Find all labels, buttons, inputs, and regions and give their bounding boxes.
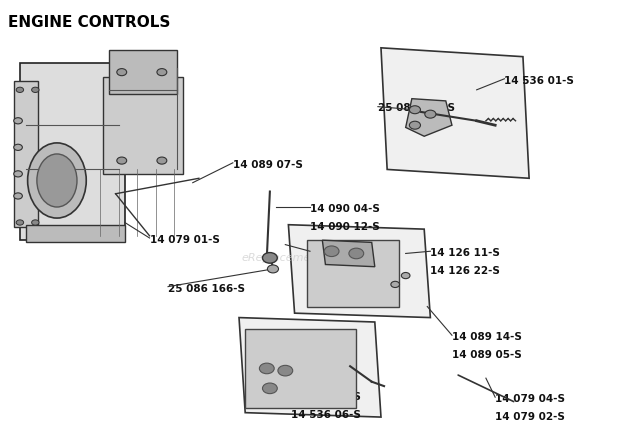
Circle shape [349, 248, 364, 259]
Text: 14 079 01-S: 14 079 01-S [149, 235, 219, 245]
Text: 14 079 04-S: 14 079 04-S [495, 394, 565, 405]
Text: 14 126 11-S: 14 126 11-S [430, 248, 500, 259]
Circle shape [117, 157, 126, 164]
Circle shape [324, 246, 339, 257]
Text: 14 536 06-S: 14 536 06-S [291, 410, 361, 420]
FancyBboxPatch shape [245, 329, 356, 408]
FancyBboxPatch shape [20, 63, 125, 240]
Circle shape [157, 157, 167, 164]
Circle shape [278, 365, 293, 376]
Text: 25 086 166-S: 25 086 166-S [168, 284, 245, 294]
Text: 14 126 22-S: 14 126 22-S [430, 266, 500, 276]
Bar [307, 240, 399, 307]
Text: 14 536 03-S: 14 536 03-S [291, 392, 361, 402]
Polygon shape [405, 99, 452, 136]
Circle shape [14, 171, 22, 177]
Circle shape [117, 69, 126, 76]
Circle shape [401, 272, 410, 279]
FancyBboxPatch shape [109, 50, 177, 94]
Text: 14 536 01-S: 14 536 01-S [505, 76, 574, 86]
Bar [26, 225, 125, 243]
Text: M-641060-S: M-641060-S [310, 248, 380, 259]
Text: 14 089 07-S: 14 089 07-S [233, 160, 303, 170]
Text: 14 090 04-S: 14 090 04-S [310, 204, 380, 214]
Circle shape [32, 220, 39, 225]
Circle shape [32, 87, 39, 93]
Polygon shape [288, 225, 430, 318]
Circle shape [16, 87, 24, 93]
Polygon shape [239, 318, 381, 417]
Circle shape [14, 117, 22, 124]
Circle shape [267, 265, 278, 273]
Bar [14, 81, 38, 227]
Text: 14 089 14-S: 14 089 14-S [452, 332, 522, 343]
Circle shape [391, 281, 399, 287]
Ellipse shape [28, 143, 86, 218]
Circle shape [16, 220, 24, 225]
Text: 14 089 05-S: 14 089 05-S [452, 350, 521, 360]
Ellipse shape [37, 154, 77, 207]
Circle shape [425, 110, 436, 118]
Circle shape [262, 383, 277, 394]
Circle shape [409, 106, 420, 114]
FancyBboxPatch shape [104, 77, 184, 174]
Text: ENGINE CONTROLS: ENGINE CONTROLS [7, 15, 170, 30]
Circle shape [157, 69, 167, 76]
Circle shape [259, 363, 274, 374]
Circle shape [262, 253, 277, 263]
Circle shape [409, 121, 420, 129]
Polygon shape [322, 240, 375, 267]
Polygon shape [381, 48, 529, 178]
Circle shape [14, 144, 22, 150]
Text: 14 079 02-S: 14 079 02-S [495, 412, 565, 422]
Text: 25 086 165-S: 25 086 165-S [378, 102, 455, 113]
Text: eReplacementParts.com: eReplacementParts.com [242, 253, 378, 263]
Text: 14 090 12-S: 14 090 12-S [310, 222, 379, 232]
Circle shape [14, 193, 22, 199]
